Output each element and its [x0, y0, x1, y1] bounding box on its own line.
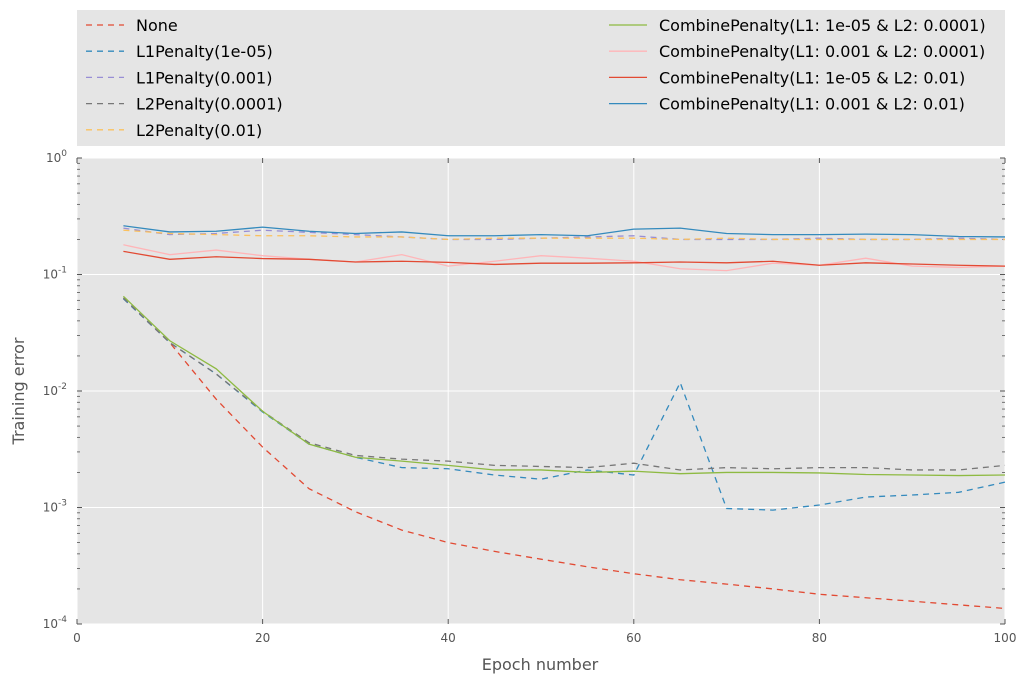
x-tick-label: 40 [441, 631, 456, 645]
series-line-combinepenalty-l1-1e-05-l2-0-0001 [122, 295, 1006, 477]
y-tick-label: 10-2 [43, 382, 67, 398]
y-axis-label: Training error [9, 337, 28, 445]
y-tick-label: 100 [46, 149, 67, 165]
legend-entry-label: L2Penalty(0.0001) [136, 95, 283, 114]
legend-entry-label: None [136, 16, 178, 35]
legend: None L1Penalty(1e-05) L1Penalty(0.001) L2Pe… [86, 16, 986, 140]
x-tick-label: 60 [626, 631, 641, 645]
x-axis-label: Epoch number [482, 655, 599, 674]
y-tick-label: 10-4 [43, 615, 68, 631]
legend-entry-label: CombinePenalty(L1: 1e-05 & L2: 0.0001) [659, 16, 986, 35]
legend-entry-label: CombinePenalty(L1: 0.001 & L2: 0.0001) [659, 42, 985, 61]
x-tick-label: 20 [255, 631, 270, 645]
series-line-combinepenalty-l1-1e-05-l2-0-01 [123, 250, 1006, 267]
legend-entry-label: L1Penalty(1e-05) [136, 42, 273, 61]
legend-entry-label: L2Penalty(0.01) [136, 121, 262, 140]
legend-box [77, 10, 1005, 146]
y-tick-label: 10-1 [43, 266, 67, 282]
x-tick-label: 0 [73, 631, 81, 645]
legend-entry-label: CombinePenalty(L1: 1e-05 & L2: 0.01) [659, 68, 965, 87]
ticks: 0 20 40 60 80 100 10-4 10-3 10-2 10-1 100 [43, 149, 1017, 645]
series-line-l2penalty-0-01 [123, 229, 1005, 241]
x-tick-label: 100 [994, 631, 1017, 645]
series-lines [122, 225, 1006, 610]
series-line-combinepenalty-l1-0-001-l2-0-0001 [123, 244, 1006, 272]
legend-entry-label: L1Penalty(0.001) [136, 68, 272, 87]
series-line-combinepenalty-l1-0-001-l2-0-01 [123, 225, 1006, 238]
x-tick-label: 80 [812, 631, 827, 645]
legend-entry-label: CombinePenalty(L1: 0.001 & L2: 0.01) [659, 95, 965, 114]
y-tick-label: 10-3 [43, 499, 67, 515]
series-line-none [122, 298, 1006, 610]
